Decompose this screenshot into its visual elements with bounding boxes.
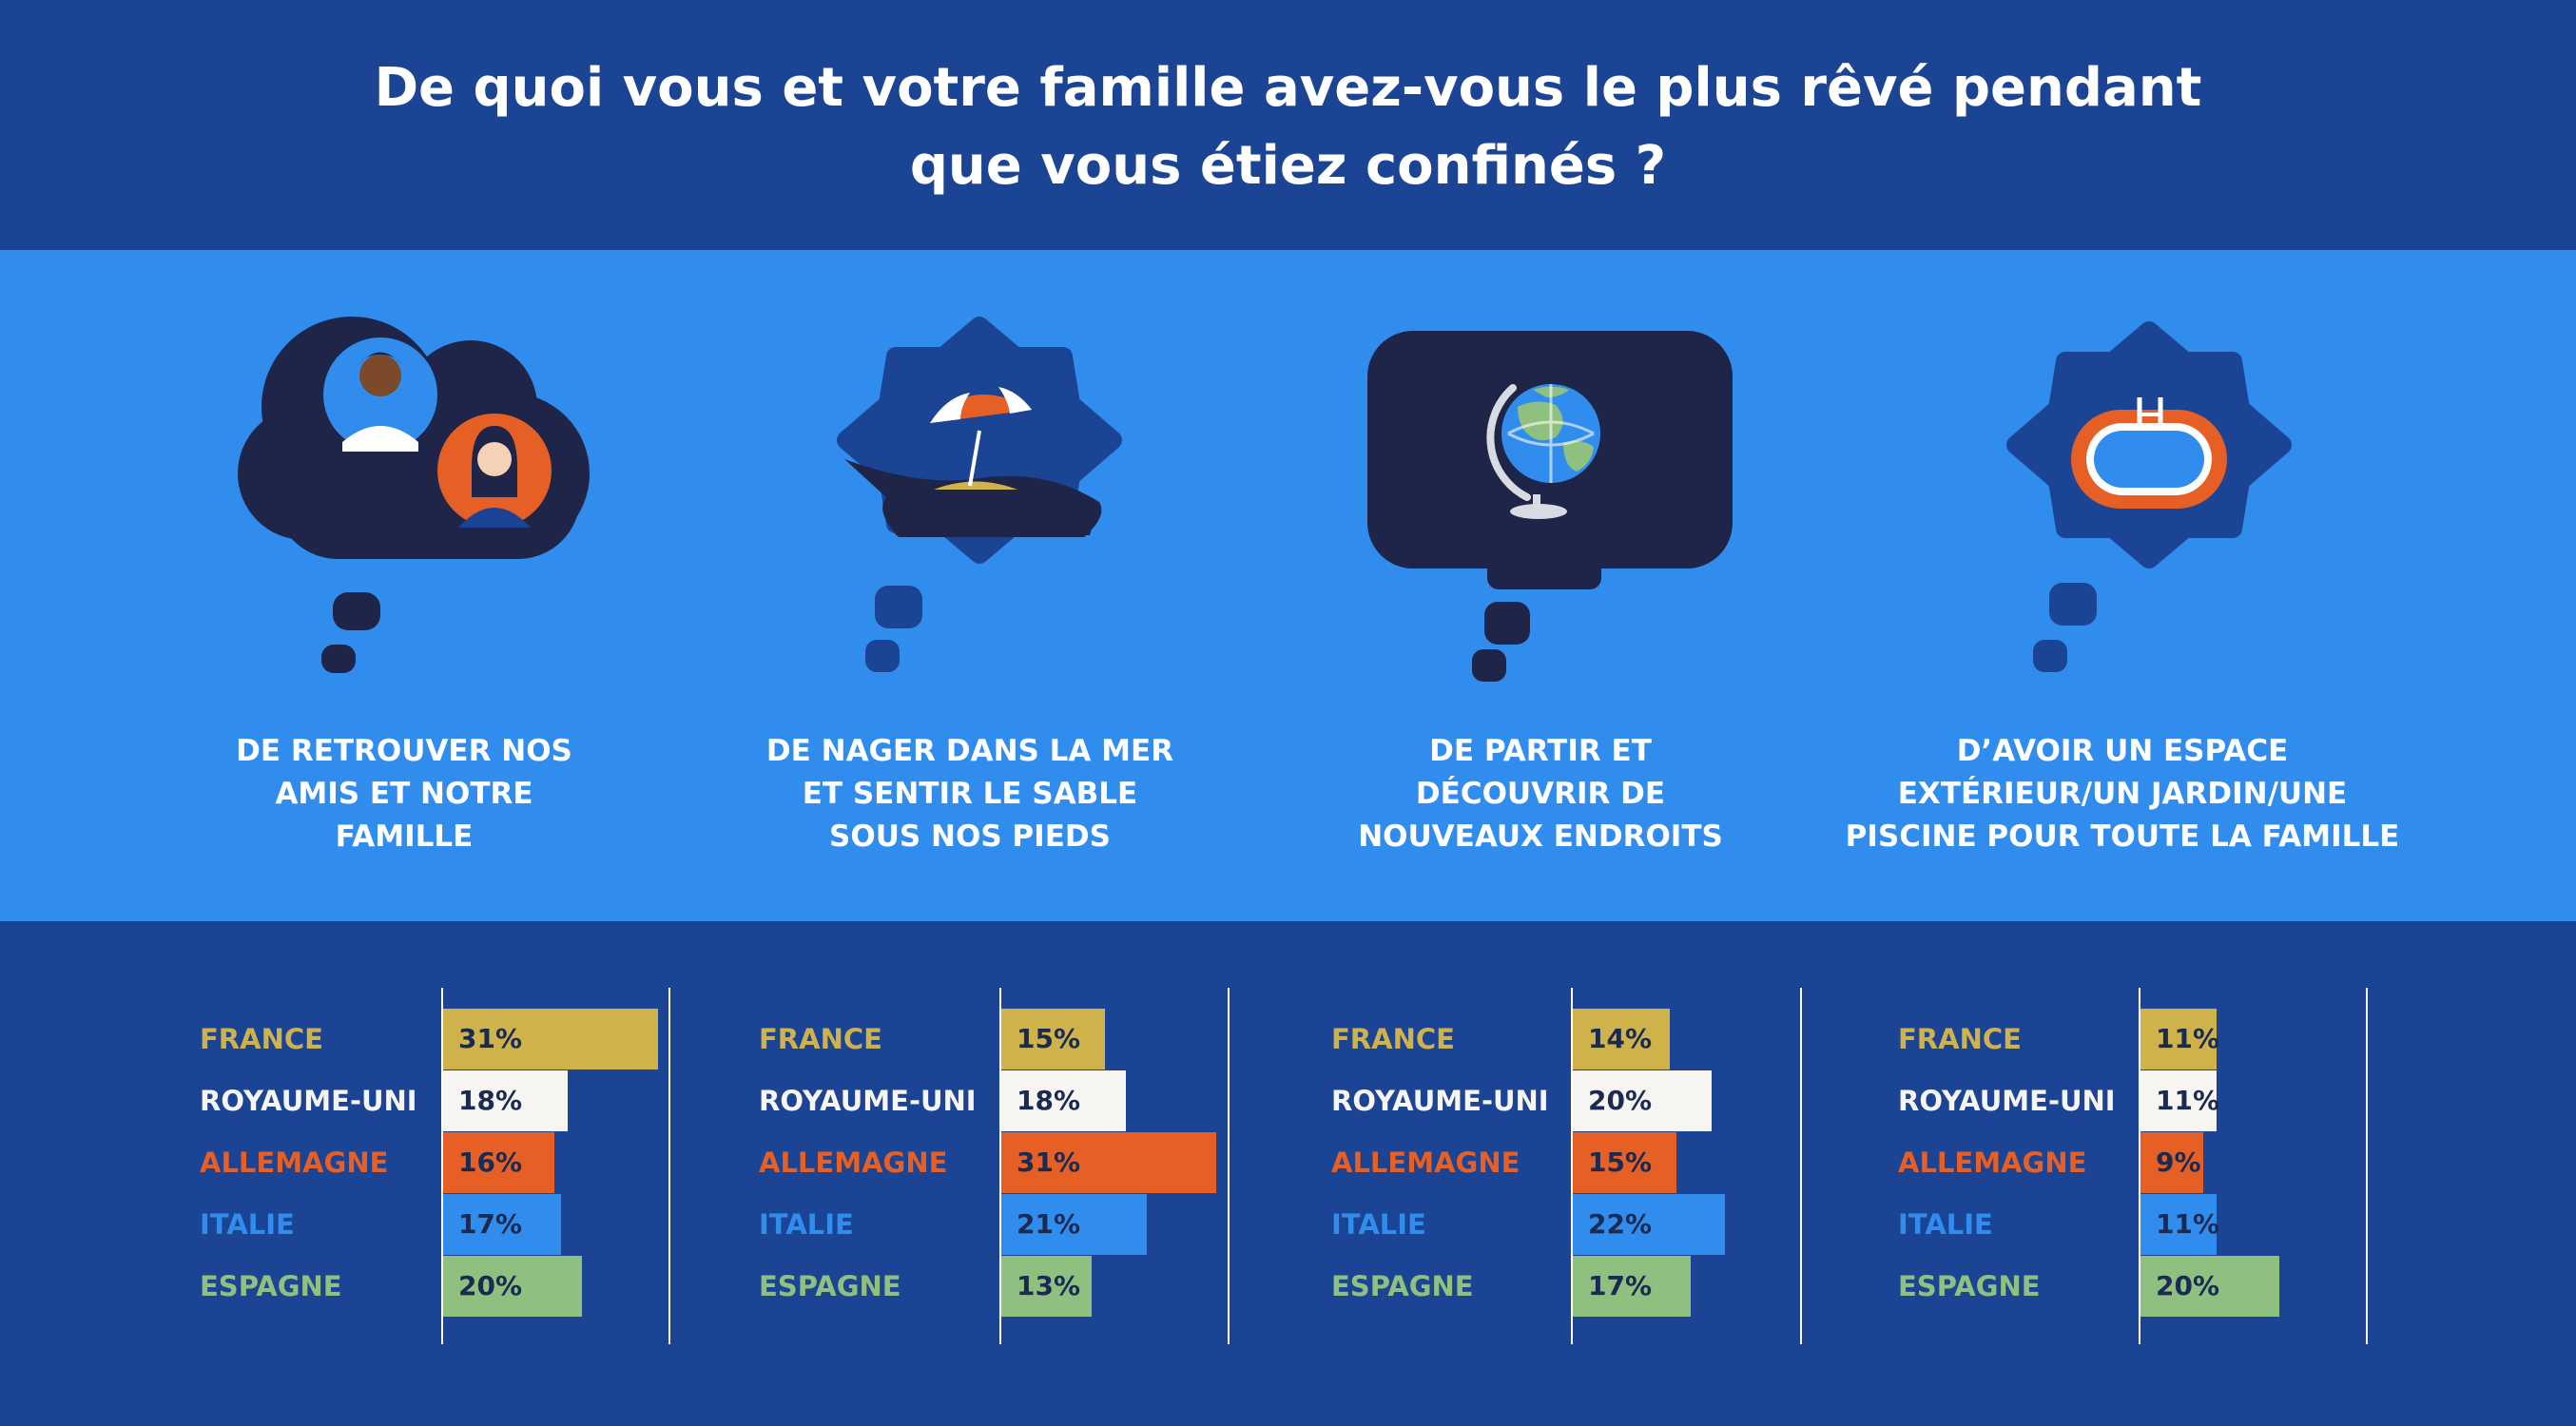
caption-line: EXTÉRIEUR/UN JARDIN/UNE (1897, 777, 2348, 811)
country-label: FRANCE (1898, 1023, 2022, 1055)
country-label: ITALIE (1898, 1208, 1993, 1241)
bar-value-label: 31% (1017, 1147, 1081, 1178)
country-label: ALLEMAGNE (200, 1147, 389, 1179)
bar: 18% (443, 1070, 568, 1131)
bar-value-label: 9% (2156, 1147, 2201, 1178)
bar: 11% (2140, 1009, 2220, 1070)
divider-line (668, 988, 670, 1344)
divider-line (1228, 988, 1230, 1344)
friends-family-cloud-icon (238, 307, 599, 687)
divider-line (1800, 988, 1802, 1344)
bar-value-label: 13% (1017, 1270, 1081, 1301)
bar: 15% (1001, 1009, 1105, 1070)
axis-line (1571, 988, 1573, 1344)
caption-line: DE PARTIR ET (1429, 734, 1652, 768)
bar-panel-2: FRANCE 15% ROYAUME-UNI 18% ALLEMAGNE 31% ITALI… (0, 921, 2576, 1426)
bar: 9% (2140, 1132, 2203, 1193)
caption-outdoor-space: D’AVOIR UN ESPACE EXTÉRIEUR/UN JARDIN/UN… (1837, 730, 2408, 858)
caption-line: ET SENTIR LE SABLE (802, 777, 1138, 811)
axis-line (441, 988, 443, 1344)
caption-line: PISCINE POUR TOUTE LA FAMILLE (1845, 819, 2400, 854)
country-label: FRANCE (1331, 1023, 1455, 1055)
bar: 31% (1001, 1132, 1216, 1193)
bar-value-label: 15% (1588, 1147, 1653, 1178)
bar-panel-3: FRANCE 14% ROYAUME-UNI 20% ALLEMAGNE 15% ITALI… (0, 921, 2576, 1426)
caption-sea-sand: DE NAGER DANS LA MER ET SENTIR LE SABLE … (685, 730, 1255, 858)
bar-value-label: 11% (2156, 1023, 2220, 1054)
title-line-1: De quoi vous et votre famille avez-vous … (374, 57, 2202, 119)
bar: 17% (1573, 1256, 1691, 1317)
caption-line: DE NAGER DANS LA MER (765, 734, 1174, 768)
bar: 22% (1573, 1194, 1725, 1255)
bar-value-label: 15% (1017, 1023, 1081, 1054)
bar: 13% (1001, 1256, 1092, 1317)
bar-charts: FRANCE 31% ROYAUME-UNI 18% ALLEMAGNE 16% ITALI… (0, 921, 2576, 1426)
country-label: ROYAUME-UNI (1331, 1085, 1549, 1117)
country-label: ESPAGNE (1331, 1270, 1474, 1302)
bar: 16% (443, 1132, 554, 1193)
caption-line: SOUS NOS PIEDS (829, 819, 1111, 854)
bar-value-label: 16% (458, 1147, 523, 1178)
bar: 14% (1573, 1009, 1670, 1070)
caption-line: DÉCOUVRIR DE (1415, 777, 1666, 811)
pool-icon (1997, 321, 2301, 683)
bar: 11% (2140, 1194, 2220, 1255)
page-title: De quoi vous et votre famille avez-vous … (0, 49, 2576, 205)
country-label: FRANCE (200, 1023, 323, 1055)
globe-icon (1365, 331, 1736, 687)
country-label: ALLEMAGNE (1898, 1147, 2087, 1179)
bar-value-label: 20% (1588, 1085, 1653, 1116)
axis-line (2139, 988, 2140, 1344)
bar: 18% (1001, 1070, 1126, 1131)
bar-value-label: 14% (1588, 1023, 1653, 1054)
bar-value-label: 22% (1588, 1208, 1653, 1240)
country-label: ESPAGNE (759, 1270, 901, 1302)
bar-value-label: 18% (1017, 1085, 1081, 1116)
bar-value-label: 11% (2156, 1085, 2220, 1116)
caption-line: NOUVEAUX ENDROITS (1358, 819, 1723, 854)
title-line-2: que vous étiez confinés ? (909, 135, 1667, 197)
bar: 31% (443, 1009, 658, 1070)
bar: 20% (1573, 1070, 1712, 1131)
bar-value-label: 17% (458, 1208, 523, 1240)
country-label: ROYAUME-UNI (200, 1085, 417, 1117)
caption-new-places: DE PARTIR ET DÉCOUVRIR DE NOUVEAUX ENDRO… (1255, 730, 1826, 858)
country-label: ROYAUME-UNI (759, 1085, 977, 1117)
bar: 20% (2140, 1256, 2279, 1317)
bar-value-label: 31% (458, 1023, 523, 1054)
caption-line: D’AVOIR UN ESPACE (1956, 734, 2289, 768)
caption-line: DE RETROUVER NOS (236, 734, 572, 768)
bar-value-label: 21% (1017, 1208, 1081, 1240)
bar: 11% (2140, 1070, 2220, 1131)
bar: 21% (1001, 1194, 1147, 1255)
country-label: ITALIE (200, 1208, 295, 1241)
divider-line (2366, 988, 2368, 1344)
icons-band: DE RETROUVER NOS AMIS ET NOTRE FAMILLE D… (0, 250, 2576, 921)
country-label: ALLEMAGNE (759, 1147, 948, 1179)
bar-panel-4: FRANCE 11% ROYAUME-UNI 11% ALLEMAGNE 9% ITALIE… (0, 921, 2576, 1426)
bar: 17% (443, 1194, 561, 1255)
caption-line: AMIS ET NOTRE (275, 777, 533, 811)
header: De quoi vous et votre famille avez-vous … (0, 0, 2576, 250)
axis-line (999, 988, 1001, 1344)
bar-value-label: 11% (2156, 1208, 2220, 1240)
bar-panel-1: FRANCE 31% ROYAUME-UNI 18% ALLEMAGNE 16% ITALI… (0, 921, 2576, 1426)
bar: 20% (443, 1256, 582, 1317)
bar-value-label: 20% (2156, 1270, 2220, 1301)
country-label: ITALIE (759, 1208, 854, 1241)
country-label: FRANCE (759, 1023, 882, 1055)
beach-umbrella-icon (827, 317, 1132, 683)
bar-value-label: 17% (1588, 1270, 1653, 1301)
caption-friends-family: DE RETROUVER NOS AMIS ET NOTRE FAMILLE (119, 730, 689, 858)
bar-value-label: 20% (458, 1270, 523, 1301)
country-label: ITALIE (1331, 1208, 1426, 1241)
caption-line: FAMILLE (335, 819, 474, 854)
bar: 15% (1573, 1132, 1676, 1193)
country-label: ALLEMAGNE (1331, 1147, 1520, 1179)
country-label: ESPAGNE (200, 1270, 342, 1302)
country-label: ROYAUME-UNI (1898, 1085, 2116, 1117)
bar-value-label: 18% (458, 1085, 523, 1116)
country-label: ESPAGNE (1898, 1270, 2041, 1302)
